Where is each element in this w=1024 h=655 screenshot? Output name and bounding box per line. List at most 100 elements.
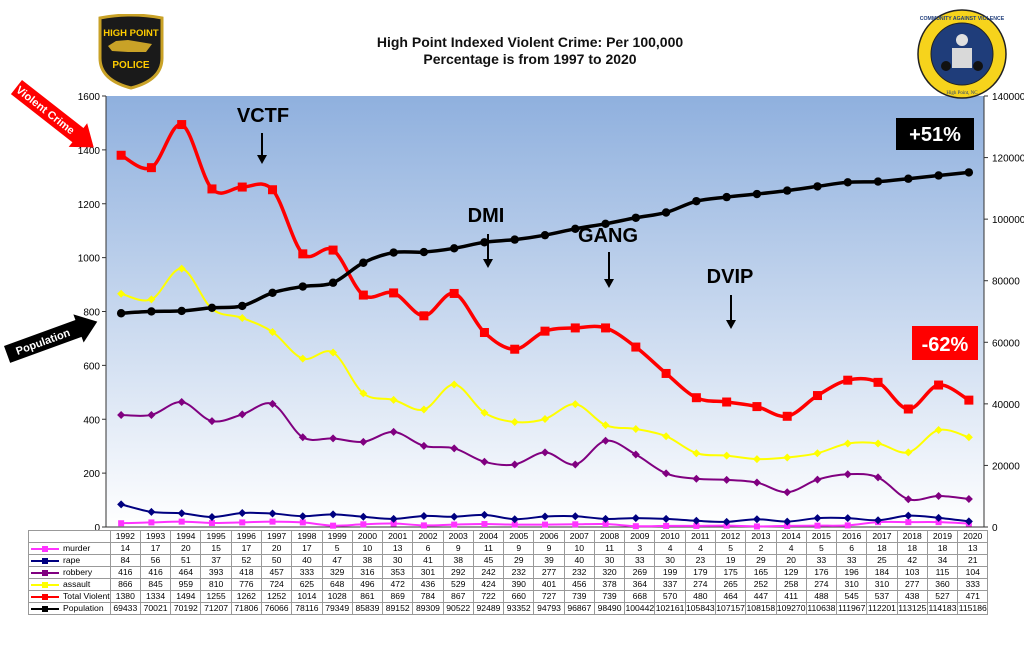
point-rape [510, 515, 519, 524]
table-cell: 9 [442, 542, 474, 555]
table-cell: 424 [472, 578, 505, 591]
annotation-gang: GANG [578, 225, 638, 247]
table-cell: 320 [593, 566, 626, 579]
table-cell: 70021 [139, 602, 172, 615]
plot-area [106, 96, 984, 527]
table-cell: 105843 [684, 602, 716, 615]
legend-label: Total Violent [63, 591, 110, 602]
table-cell: 103 [896, 566, 928, 579]
table-cell: 42 [896, 554, 928, 567]
table-cell: 40 [291, 554, 323, 567]
table-cell: 179 [684, 566, 716, 579]
table-cell: 85839 [351, 602, 384, 615]
table-cell: 869 [382, 590, 414, 603]
point-population [147, 307, 156, 316]
table-year-header: 2016 [836, 530, 868, 543]
point-total-violent [540, 326, 550, 336]
table-cell: 108158 [745, 602, 777, 615]
arrow-dvip-head [726, 320, 736, 329]
table-cell: 176 [805, 566, 838, 579]
table-cell: 50 [260, 554, 293, 567]
table-cell: 14 [109, 542, 141, 555]
table-row-label: murder [28, 542, 111, 555]
table-row-label: assault [28, 578, 111, 591]
table-cell: 6 [836, 542, 868, 555]
table-cell: 89152 [382, 602, 414, 615]
table-cell: 15 [200, 542, 232, 555]
point-rape [117, 500, 126, 509]
table-cell: 724 [260, 578, 293, 591]
right-tick-label: 0 [992, 523, 998, 534]
point-rape [541, 512, 549, 521]
table-year-header: 1996 [230, 530, 263, 543]
point-population [207, 303, 217, 312]
table-cell: 784 [412, 590, 444, 603]
table-cell: 30 [593, 554, 626, 567]
table-cell: 5 [714, 542, 747, 555]
table-cell: 113125 [896, 602, 928, 615]
table-cell: 4 [775, 542, 807, 555]
community-against-violence-seal: COMMUNITY AGAINST VIOLENCE High Point, N… [917, 9, 1007, 99]
point-population [116, 309, 126, 318]
point-population [813, 182, 822, 191]
point-assault [813, 449, 822, 458]
table-cell: 18 [896, 542, 928, 555]
point-population [722, 192, 731, 202]
table-cell: 175 [714, 566, 747, 579]
table-cell: 232 [563, 566, 595, 579]
series-layer [116, 120, 974, 530]
table-year-header: 2002 [412, 530, 444, 543]
table-cell: 1255 [200, 590, 232, 603]
table-cell: 418 [230, 566, 263, 579]
table-cell: 93352 [503, 602, 535, 615]
point-assault [752, 455, 761, 464]
table-row: robbery 416 416 464 393 418 457 333 329 316 353 301… [28, 566, 989, 579]
table-cell: 527 [926, 590, 959, 603]
table-cell: 232 [503, 566, 535, 579]
arrow-violent-crime-shape [10, 80, 94, 148]
point-assault [964, 433, 973, 442]
table-row-label: Population [28, 602, 111, 615]
table-cell: 810 [200, 578, 232, 591]
table-cell: 739 [593, 590, 626, 603]
table-cell: 393 [200, 566, 232, 579]
table-cell: 464 [714, 590, 747, 603]
table-year-header: 2015 [805, 530, 838, 543]
legend-label: rape [63, 555, 81, 566]
table-cell: 292 [442, 566, 474, 579]
table-cell: 456 [563, 578, 595, 591]
arrow-gang-head [604, 279, 614, 288]
table-cell: 6 [412, 542, 444, 555]
table-cell: 38 [351, 554, 384, 567]
table-cell: 401 [533, 578, 565, 591]
point-assault [541, 414, 549, 423]
table-cell: 76066 [260, 602, 293, 615]
point-population [389, 248, 398, 257]
point-murder [148, 519, 155, 526]
point-assault [571, 400, 580, 409]
table-cell: 47 [321, 554, 353, 567]
table-cell: 29 [503, 554, 535, 567]
table-cell: 30 [654, 554, 686, 567]
table-year-header: 1999 [321, 530, 353, 543]
table-cell: 104 [957, 566, 989, 579]
table-cell: 23 [684, 554, 716, 567]
table-cell: 41 [412, 554, 444, 567]
table-cell: 360 [926, 578, 959, 591]
table-year-header: 2006 [533, 530, 565, 543]
table-cell: 94793 [533, 602, 565, 615]
point-murder [360, 521, 367, 528]
point-assault [147, 295, 156, 304]
table-cell: 10 [351, 542, 384, 555]
table-cell: 1380 [109, 590, 141, 603]
right-tick-label: 140000 [992, 92, 1024, 103]
point-rape [662, 514, 671, 523]
table-cell: 472 [382, 578, 414, 591]
point-total-violent [479, 328, 489, 338]
table-cell: 776 [230, 578, 263, 591]
table-row-label: rape [28, 554, 111, 567]
table-cell: 84 [109, 554, 141, 567]
table-cell: 457 [260, 566, 293, 579]
table-cell: 390 [503, 578, 535, 591]
table-cell: 98490 [593, 602, 626, 615]
